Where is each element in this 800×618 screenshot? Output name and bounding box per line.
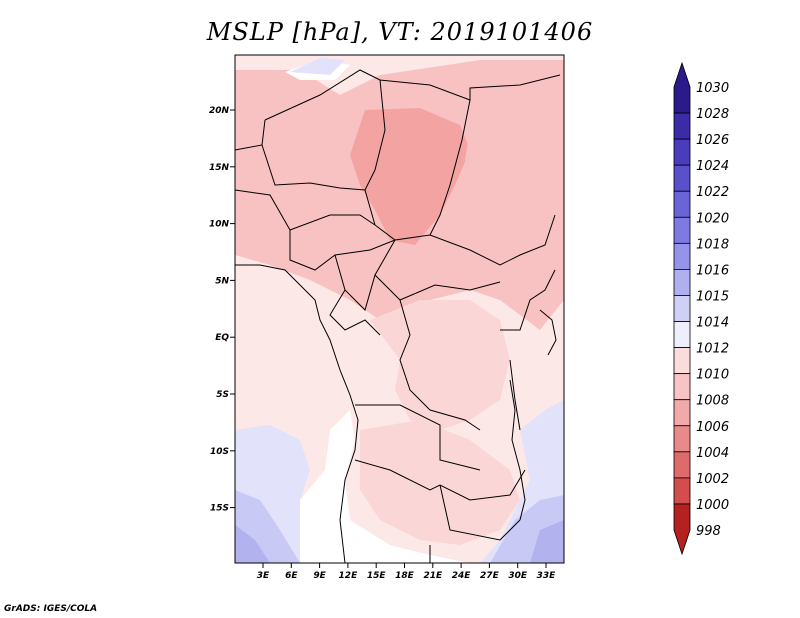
- colorbar-label: 1010: [696, 368, 729, 383]
- country-borders: [235, 69, 561, 563]
- colorbar-label: 1018: [696, 237, 729, 252]
- lat-tick-label: 10N: [209, 220, 230, 230]
- lon-tick-label: 12E: [339, 571, 359, 581]
- lat-tick-label: 10S: [210, 447, 229, 457]
- field-low-south: [370, 300, 510, 430]
- colorbar-segment: [673, 269, 691, 296]
- colorbar-segment: [673, 321, 691, 348]
- colorbar-segment: [673, 242, 691, 270]
- latitude-axis: 20N 15N 10N 5N EQ 5S 10S 15S: [209, 106, 235, 514]
- colorbar-label: 1028: [696, 107, 729, 122]
- colorbar-label: 1006: [696, 420, 729, 435]
- colorbar-segment: [673, 503, 691, 556]
- lat-tick-label: 5N: [215, 276, 229, 286]
- colorbar-segment: [673, 138, 691, 166]
- field-high-north: [290, 58, 345, 75]
- colorbar-label: 1016: [696, 263, 729, 278]
- field-high-far-southeast: [530, 520, 564, 563]
- field-low-southern-africa: [360, 420, 520, 545]
- colorbar-label: 1008: [696, 394, 729, 409]
- map-frame: [234, 54, 565, 564]
- colorbar-segment: [673, 216, 691, 244]
- colorbar-label: 1014: [696, 316, 729, 331]
- colorbar-segment: [673, 347, 691, 375]
- colorbar-segment: [673, 164, 691, 192]
- field-strong-low-east: [465, 105, 540, 170]
- coastline: [235, 264, 557, 563]
- longitude-axis: 3E 6E 9E 12E 15E 18E 21E 24E 27E 30E 33E: [257, 563, 556, 581]
- colorbar-label: 1004: [696, 446, 729, 461]
- colorbar-segment: [673, 425, 691, 453]
- colorbar-label: 1020: [696, 211, 729, 226]
- lon-tick-label: 21E: [423, 571, 443, 581]
- colorbar-segment: [673, 477, 691, 505]
- lon-tick-label: 3E: [257, 571, 270, 581]
- lon-tick-label: 24E: [452, 571, 472, 581]
- lat-tick-label: EQ: [215, 333, 229, 343]
- colorbar-label: 998: [696, 524, 721, 539]
- colorbar-segment: [673, 190, 691, 218]
- lon-tick-label: 30E: [508, 571, 528, 581]
- lon-tick-label: 27E: [480, 571, 500, 581]
- colorbar: 1030 1028 1026 1024 1022 1020 1018 1016 1015 1014…: [673, 61, 729, 556]
- lon-tick-label: 33E: [537, 571, 557, 581]
- colorbar-label: 1002: [696, 472, 729, 487]
- lon-tick-label: 6E: [285, 571, 298, 581]
- colorbar-label: 1024: [696, 159, 729, 174]
- colorbar-segment: [673, 373, 691, 401]
- colorbar-segment: [673, 61, 691, 114]
- colorbar-segment: [673, 112, 691, 140]
- colorbar-segment: [673, 451, 691, 479]
- lat-tick-label: 15S: [210, 504, 229, 514]
- field-high-far-southwest: [235, 525, 270, 563]
- colorbar-label: 1012: [696, 342, 729, 357]
- colorbar-label: 1026: [696, 133, 729, 148]
- map-title: MSLP [hPa], VT: 2019101406: [206, 18, 594, 46]
- lon-tick-label: 18E: [395, 571, 415, 581]
- colorbar-label: 1000: [696, 498, 729, 513]
- lon-tick-label: 9E: [313, 571, 326, 581]
- colorbar-segment: [673, 399, 691, 427]
- colorbar-label: 1022: [696, 185, 729, 200]
- grads-credit: GrADS: IGES/COLA: [4, 604, 98, 614]
- lat-tick-label: 5S: [216, 390, 229, 400]
- field-strong-low: [350, 108, 470, 245]
- lat-tick-label: 15N: [209, 163, 230, 173]
- lat-tick-label: 20N: [209, 106, 230, 116]
- field-neutral: [300, 410, 470, 563]
- lon-tick-label: 15E: [367, 571, 387, 581]
- colorbar-segment: [673, 295, 691, 322]
- colorbar-label: 1015: [696, 289, 729, 304]
- colorbar-label: 1030: [696, 81, 729, 96]
- pressure-field: [235, 55, 564, 563]
